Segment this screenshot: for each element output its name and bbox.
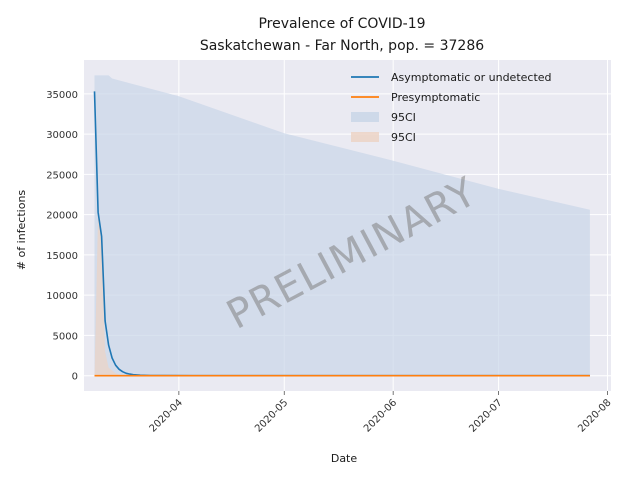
band-95ci-1 — [94, 75, 590, 376]
y-tick-label: 5000 — [53, 331, 78, 342]
legend-label: 95CI — [391, 131, 416, 144]
y-tick-label: 25000 — [46, 170, 78, 181]
chart-subtitle: Saskatchewan - Far North, pop. = 37286 — [200, 38, 484, 54]
y-tick-label: 15000 — [46, 251, 78, 262]
x-tick-label: 2020-04 — [148, 397, 185, 434]
x-tick-label: 2020-06 — [362, 397, 399, 434]
x-tick-label: 2020-07 — [467, 397, 504, 434]
series-lines — [93, 91, 590, 377]
legend-label: 95CI — [391, 111, 416, 124]
legend-patch-swatch — [351, 132, 379, 142]
legend-patch-swatch — [351, 112, 379, 122]
chart-title: Prevalence of COVID-19 — [258, 16, 425, 32]
x-axis-ticks: 2020-04 2020-05 2020-06 2020-07 2020-08 — [148, 391, 614, 435]
legend: Asymptomatic or undetected Presymptomatic… — [351, 71, 552, 144]
confidence-bands — [94, 75, 590, 376]
legend-label: Asymptomatic or undetected — [391, 71, 552, 84]
x-axis-label: Date — [331, 452, 358, 465]
x-tick-label: 2020-05 — [253, 397, 290, 434]
y-axis-label: # of infections — [15, 190, 28, 271]
plot-area: PRELIMINARY — [84, 60, 611, 391]
legend-label: Presymptomatic — [391, 91, 480, 104]
y-tick-label: 20000 — [46, 211, 78, 222]
y-tick-label: 35000 — [46, 90, 78, 101]
y-tick-label: 10000 — [46, 291, 78, 302]
band-95ci-2 — [94, 214, 123, 376]
x-tick-label: 2020-08 — [576, 397, 613, 434]
y-tick-label: 0 — [72, 372, 78, 383]
y-tick-label: 30000 — [46, 130, 78, 141]
y-axis-ticks: 0 5000 10000 15000 20000 25000 30000 35000 — [46, 90, 78, 383]
